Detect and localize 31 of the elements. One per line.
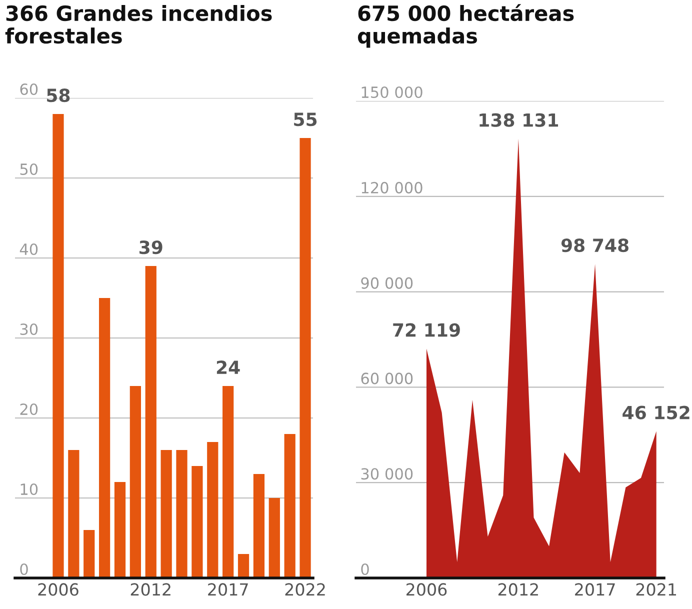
y-tick-label: 120 000 <box>362 182 422 194</box>
data-label: 24 <box>216 360 240 374</box>
chart-title: 675 000 hectáreas quemadas <box>358 4 574 48</box>
y-tick-label: 60 <box>20 83 38 96</box>
y-tick-label: 90 000 <box>361 277 413 289</box>
x-tick-label: 2012 <box>498 583 538 596</box>
data-label: 46 152 <box>622 406 690 420</box>
data-label: 58 <box>47 88 70 102</box>
data-label: 138 131 <box>480 113 558 127</box>
x-tick-label: 2006 <box>406 583 447 596</box>
y-tick-label: 10 <box>20 483 38 496</box>
x-tick-label: 2021 <box>636 583 676 596</box>
y-tick-label: 150 000 <box>362 86 422 98</box>
x-tick-label: 2017 <box>208 583 248 596</box>
y-tick-label: 30 <box>20 323 38 336</box>
x-tick-label: 2012 <box>130 583 170 596</box>
x-tick-label: 2017 <box>575 583 615 596</box>
data-label: 55 <box>294 112 317 126</box>
y-tick-label: 20 <box>20 403 38 416</box>
y-tick-label: 60 000 <box>361 372 413 384</box>
y-tick-label: 0 <box>20 563 28 576</box>
y-tick-label: 40 <box>20 243 38 256</box>
chart-title: 366 Grandes incendios forestales <box>5 5 272 44</box>
x-tick-label: 2022 <box>285 583 325 596</box>
data-label: 72 119 <box>393 323 460 337</box>
data-label: 98 748 <box>561 238 628 252</box>
y-tick-label: 0 <box>361 563 369 576</box>
data-label: 39 <box>140 240 162 254</box>
y-tick-label: 30 000 <box>361 468 413 480</box>
y-tick-label: 50 <box>20 163 38 176</box>
x-tick-label: 2006 <box>38 583 78 596</box>
